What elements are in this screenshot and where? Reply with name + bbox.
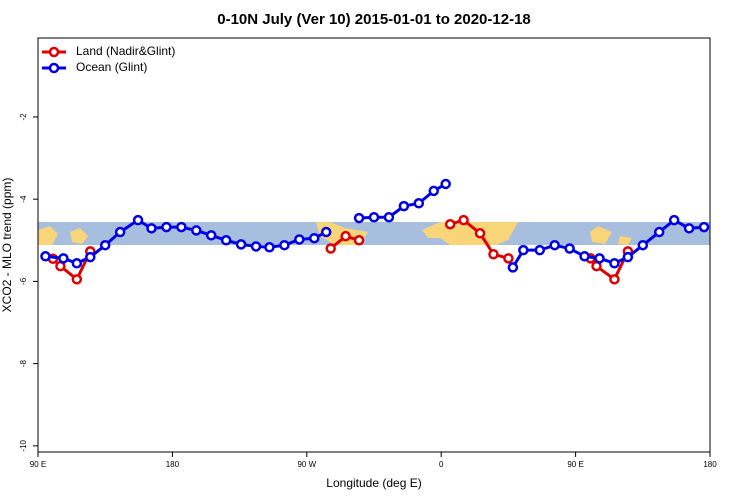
data-point	[294, 234, 305, 245]
data-point	[205, 230, 217, 241]
data-point	[579, 251, 590, 262]
y-axis-title: XCO2 - MLO trend (ppm)	[0, 178, 14, 313]
data-point	[622, 251, 634, 263]
data-point	[114, 226, 126, 238]
data-point	[58, 253, 69, 264]
data-point	[368, 211, 380, 223]
data-point	[146, 223, 157, 234]
legend-marker	[48, 46, 60, 58]
legend-label: Ocean (Glint)	[76, 60, 147, 74]
data-point	[191, 225, 202, 236]
legend-marker	[48, 62, 60, 74]
data-point	[653, 226, 665, 238]
data-point	[71, 274, 83, 285]
data-point	[398, 200, 410, 212]
data-point	[518, 244, 529, 256]
data-point	[353, 235, 365, 246]
data-point	[609, 258, 620, 269]
data-point	[161, 221, 172, 233]
data-point	[353, 212, 365, 224]
y-tick-label: -10	[19, 440, 28, 452]
data-point	[458, 214, 469, 226]
data-point	[474, 228, 486, 239]
land-shape	[618, 236, 632, 245]
data-point	[309, 232, 320, 244]
data-point	[383, 211, 395, 223]
x-tick-label: 0	[439, 460, 444, 469]
data-point	[132, 214, 144, 226]
land-shape	[590, 226, 612, 244]
legend-label: Land (Nadir&Glint)	[76, 44, 175, 58]
data-point	[85, 251, 96, 263]
plot-frame	[37, 37, 711, 453]
x-axis-title: Longitude (deg E)	[326, 476, 421, 490]
data-point	[594, 253, 605, 264]
x-tick-label: 180	[703, 460, 717, 469]
data-point	[507, 262, 519, 273]
chart-title: 0-10N July (Ver 10) 2015-01-01 to 2020-1…	[217, 11, 531, 28]
land-shape	[38, 226, 58, 245]
land-shape	[70, 228, 88, 244]
land-shape	[422, 222, 518, 245]
data-point	[250, 241, 262, 252]
data-point	[428, 185, 439, 197]
data-point	[564, 243, 575, 254]
data-point	[698, 221, 710, 233]
y-tick-label: -8	[19, 360, 28, 368]
map-band	[38, 222, 710, 245]
data-point	[279, 239, 290, 251]
x-tick-label: 90 E	[567, 460, 583, 469]
data-point	[534, 244, 546, 256]
y-tick-label: -4	[19, 195, 28, 203]
x-tick-label: 90 W	[297, 460, 316, 469]
x-tick-label: 180	[166, 460, 180, 469]
data-point	[413, 198, 425, 209]
ocean-band	[38, 222, 710, 245]
data-point	[488, 249, 499, 260]
data-point	[99, 239, 111, 251]
data-point	[40, 251, 51, 262]
data-point	[440, 178, 451, 190]
data-point	[264, 242, 275, 253]
data-point	[668, 214, 680, 226]
data-point	[325, 243, 336, 254]
y-tick-label: -2	[19, 113, 28, 121]
data-point	[444, 218, 456, 230]
data-point	[176, 221, 187, 233]
data-point	[503, 253, 514, 264]
data-point	[71, 258, 83, 269]
y-tick-label: -6	[19, 277, 28, 285]
data-point	[609, 274, 620, 285]
data-point	[220, 235, 232, 246]
data-point	[320, 226, 332, 238]
x-tick-label: 90 E	[30, 460, 46, 469]
data-point	[549, 239, 560, 251]
data-point	[683, 223, 695, 234]
data-point	[235, 239, 247, 250]
data-point	[637, 239, 649, 251]
data-point	[340, 230, 351, 242]
